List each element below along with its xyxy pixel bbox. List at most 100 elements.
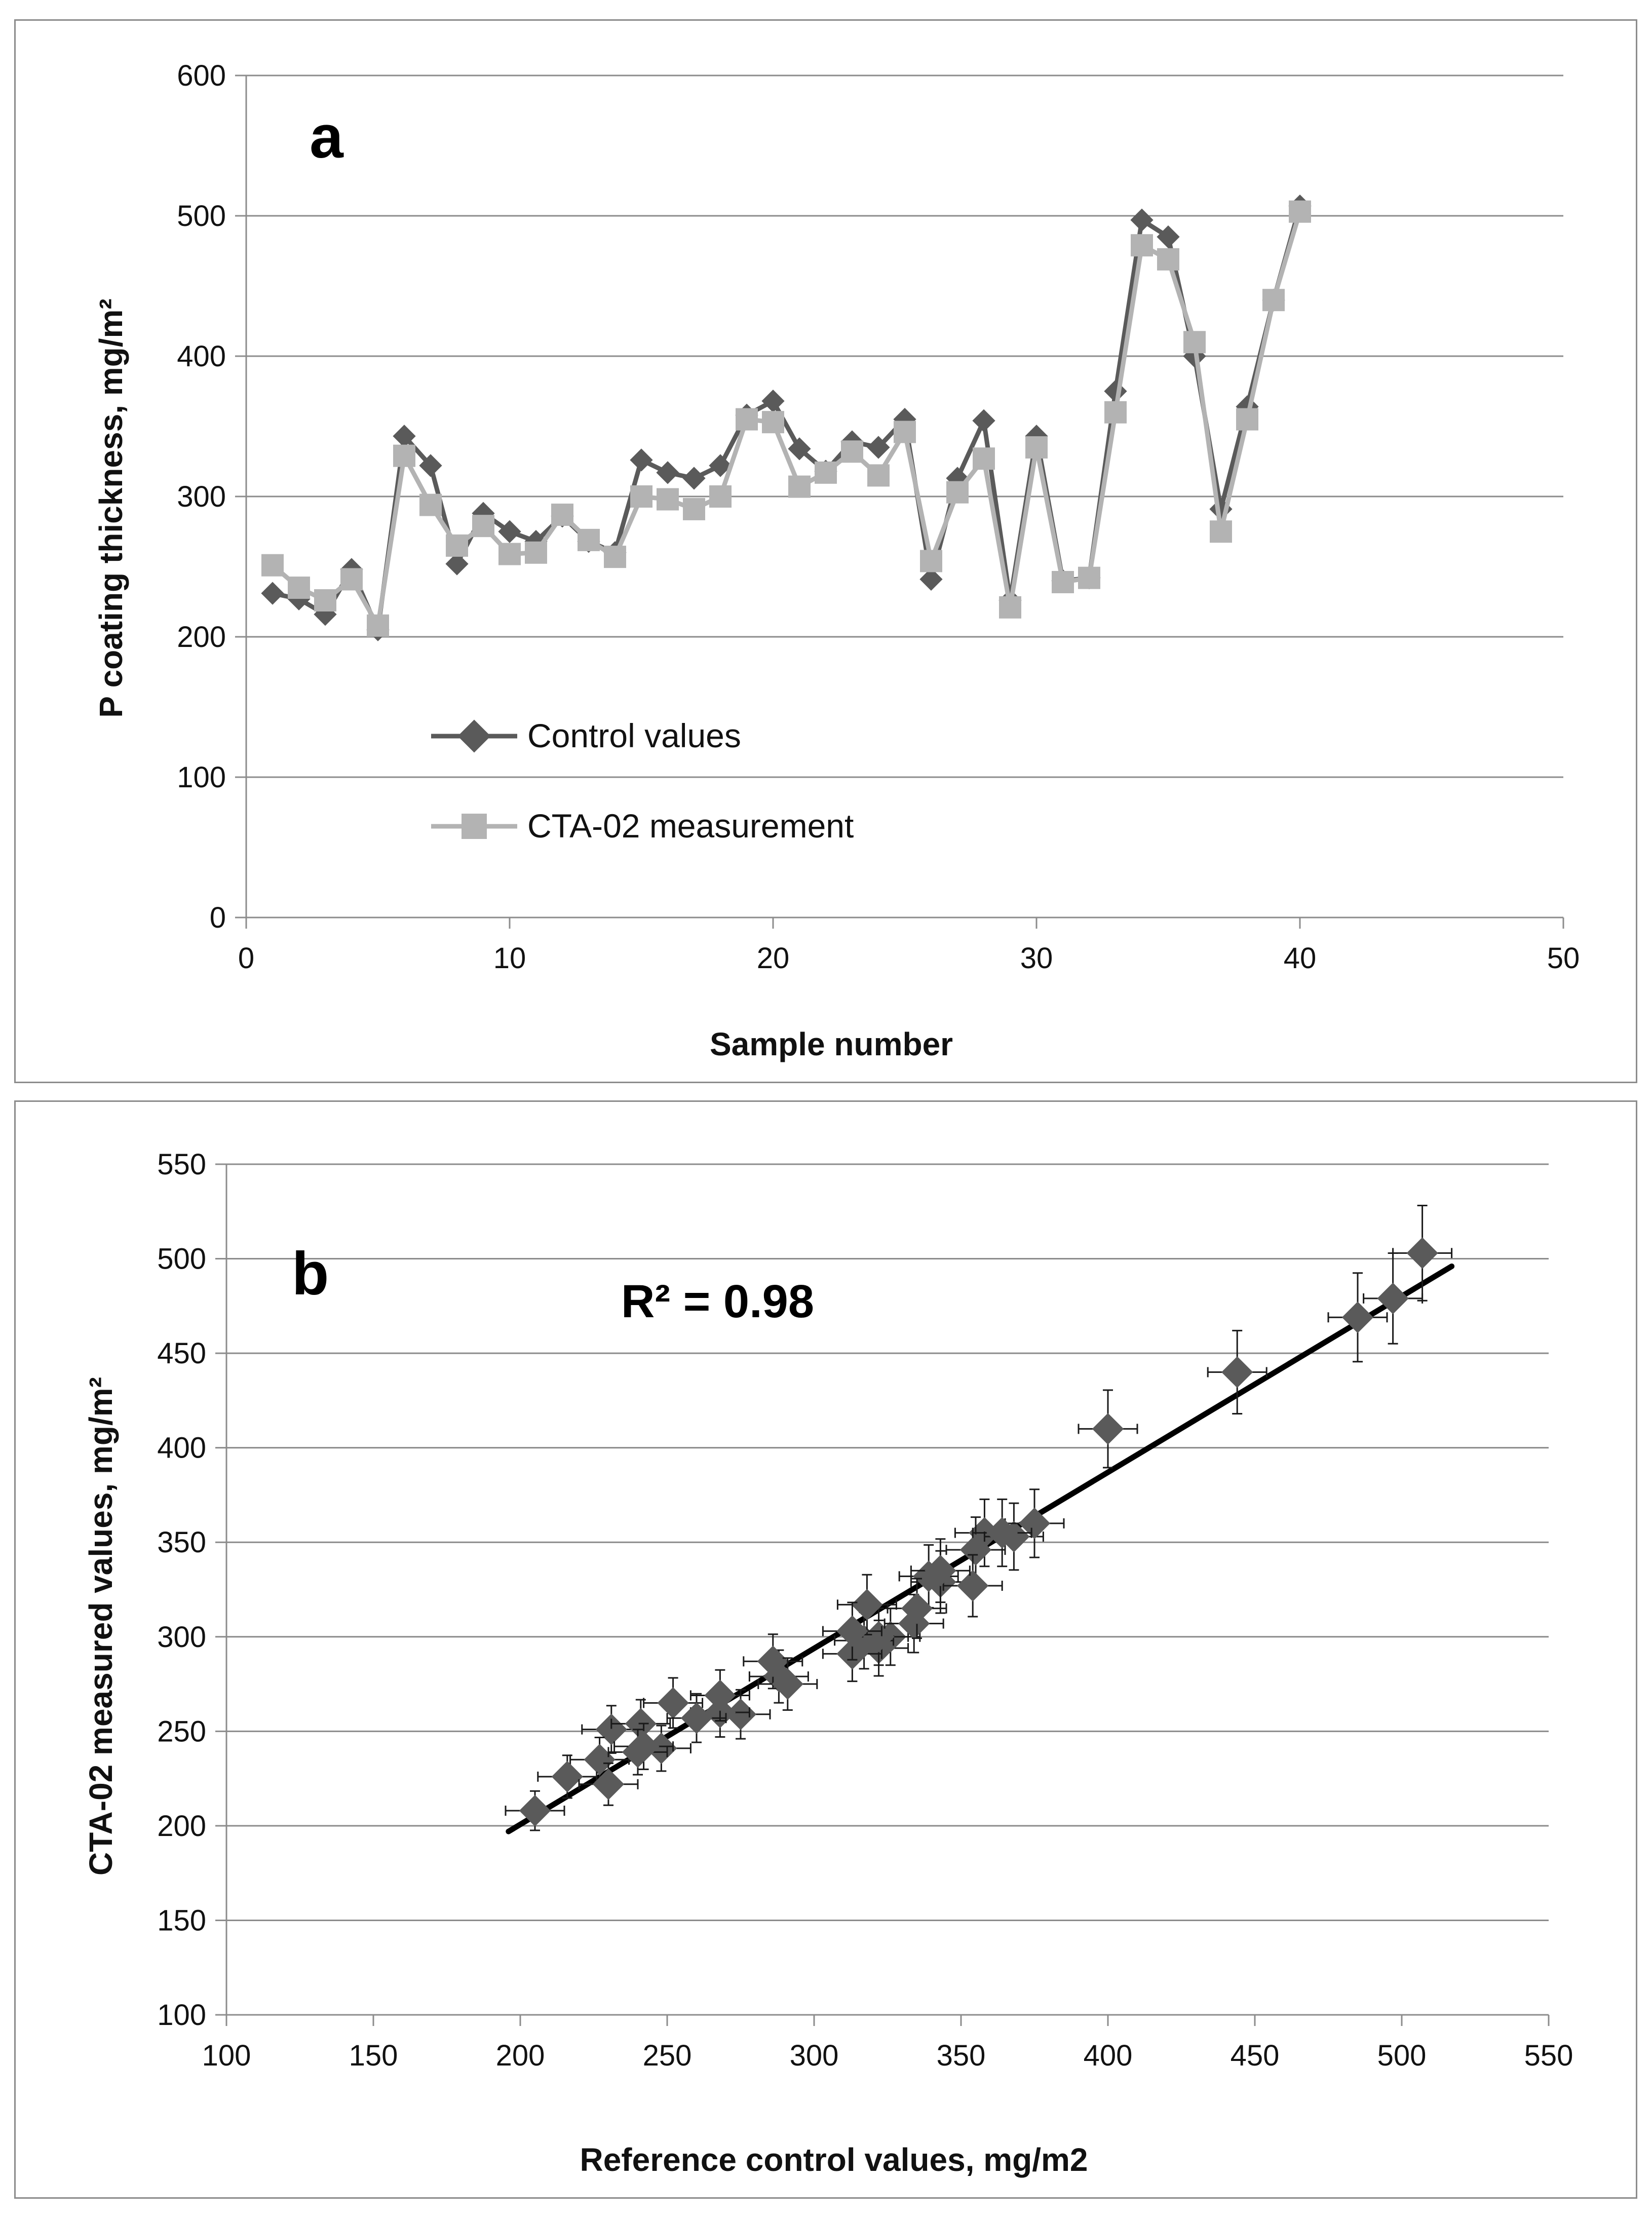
data-point-group bbox=[1363, 1252, 1424, 1345]
data-point-square bbox=[736, 408, 758, 431]
legend-marker-square bbox=[462, 814, 487, 839]
data-point-square bbox=[604, 546, 626, 568]
x-tick-label: 550 bbox=[1524, 2039, 1573, 2072]
data-point-group bbox=[757, 1657, 818, 1711]
data-point-square bbox=[630, 485, 652, 508]
x-tick-label: 0 bbox=[238, 942, 254, 975]
legend-label-control: Control values bbox=[527, 717, 741, 754]
data-point-group bbox=[1078, 1389, 1138, 1469]
data-point-square bbox=[261, 554, 284, 577]
series-cta-02-measurement bbox=[261, 200, 1311, 637]
data-point-square bbox=[578, 528, 600, 551]
y-tick-label: 200 bbox=[157, 1810, 206, 1843]
y-tick-label: 0 bbox=[210, 901, 226, 934]
y-tick-label: 600 bbox=[177, 59, 226, 92]
x-tick-labels: 0 10 20 30 40 50 bbox=[238, 942, 1580, 975]
data-point-group bbox=[1392, 1205, 1453, 1302]
data-point-diamond bbox=[867, 436, 890, 459]
series-control-values bbox=[261, 194, 1312, 641]
data-point-diamond bbox=[761, 390, 785, 413]
axes bbox=[235, 74, 1564, 929]
chart-panel-a: 0 100 200 300 400 500 600 0 10 20 30 40 50 a Sample… bbox=[14, 19, 1637, 1083]
y-tick-label: 150 bbox=[157, 1904, 206, 1937]
data-point-square bbox=[472, 515, 494, 538]
data-point-square bbox=[314, 589, 336, 611]
x-tick-label: 10 bbox=[493, 942, 526, 975]
data-point-diamond bbox=[656, 461, 679, 484]
data-point-square bbox=[288, 577, 310, 599]
data-point-square bbox=[498, 543, 521, 565]
data-point-diamond bbox=[972, 409, 995, 433]
data-point-group bbox=[689, 1669, 750, 1722]
data-point-square bbox=[1262, 289, 1285, 312]
y-tick-label: 350 bbox=[157, 1526, 206, 1559]
data-point-diamond bbox=[704, 1679, 736, 1711]
series-line bbox=[271, 211, 1302, 628]
data-point-diamond bbox=[445, 552, 469, 576]
data-point-square bbox=[867, 464, 890, 487]
data-point-group bbox=[537, 1754, 598, 1799]
y-tick-label: 500 bbox=[177, 200, 226, 233]
data-point-square bbox=[999, 596, 1021, 619]
data-point-diamond bbox=[919, 567, 943, 591]
y-tick-label: 450 bbox=[157, 1337, 206, 1370]
data-point-diamond bbox=[628, 1731, 660, 1763]
panel-label-a: a bbox=[310, 103, 344, 171]
y-tick-labels: 0 100 200 300 400 500 600 bbox=[177, 59, 226, 934]
data-point-square bbox=[788, 475, 811, 498]
y-tick-label: 300 bbox=[157, 1621, 206, 1654]
data-point-square bbox=[894, 420, 916, 443]
data-point-square bbox=[657, 488, 679, 511]
data-point-square bbox=[762, 411, 784, 434]
data-point-diamond bbox=[1092, 1413, 1124, 1445]
data-point-diamond bbox=[657, 1687, 689, 1719]
data-point-diamond bbox=[680, 1702, 713, 1734]
x-tick-label: 500 bbox=[1377, 2039, 1427, 2072]
data-point-group bbox=[1207, 1329, 1267, 1415]
data-point-diamond bbox=[419, 454, 442, 477]
y-tick-label: 550 bbox=[157, 1148, 206, 1181]
data-point-square bbox=[419, 493, 442, 516]
x-tick-label: 20 bbox=[757, 942, 790, 975]
data-point-square bbox=[1236, 408, 1258, 431]
y-tick-label: 250 bbox=[157, 1715, 206, 1748]
data-point-diamond bbox=[498, 520, 521, 543]
data-point-diamond bbox=[393, 425, 416, 448]
data-point-diamond bbox=[772, 1668, 803, 1700]
x-tick-label: 40 bbox=[1284, 942, 1317, 975]
x-tick-label: 250 bbox=[643, 2039, 692, 2072]
x-tick-label: 50 bbox=[1547, 942, 1580, 975]
r-squared-annotation: R² = 0.98 bbox=[621, 1276, 814, 1327]
axes bbox=[215, 1163, 1550, 2026]
x-tick-label: 150 bbox=[349, 2039, 398, 2072]
legend: Control values CTA-02 measurement bbox=[431, 717, 854, 845]
x-axis-title: Reference control values, mg/m2 bbox=[580, 2141, 1088, 2178]
x-tick-label: 100 bbox=[202, 2039, 251, 2072]
data-point-diamond bbox=[1157, 225, 1180, 249]
y-tick-labels: 100 150 200 250 300 350 400 450 500 550 bbox=[157, 1148, 206, 2032]
y-tick-label: 300 bbox=[177, 480, 226, 513]
data-point-square bbox=[815, 461, 837, 484]
y-tick-label: 400 bbox=[157, 1432, 206, 1465]
data-point-square bbox=[1025, 436, 1048, 459]
data-point-diamond bbox=[724, 1698, 757, 1730]
data-point-square bbox=[1157, 248, 1179, 271]
y-tick-label: 400 bbox=[177, 340, 226, 373]
y-tick-label: 100 bbox=[157, 1999, 206, 2032]
panel-label-b: b bbox=[292, 1240, 329, 1308]
data-point-diamond bbox=[1221, 1356, 1253, 1388]
scatter-chart-b: 100 150 200 250 300 350 400 450 500 550 100 150 200… bbox=[83, 1148, 1573, 2178]
y-tick-label: 200 bbox=[177, 621, 226, 654]
data-point-diamond bbox=[788, 437, 811, 461]
data-point-diamond bbox=[682, 467, 706, 490]
grid-lines bbox=[246, 74, 1563, 778]
x-tick-labels: 100 150 200 250 300 350 400 450 500 550 bbox=[202, 2039, 1573, 2072]
data-point-diamond bbox=[709, 454, 732, 477]
chart-panel-b: 100 150 200 250 300 350 400 450 500 550 100 150 200… bbox=[14, 1100, 1637, 2199]
data-point-group bbox=[910, 1538, 971, 1603]
x-axis-title: Sample number bbox=[710, 1026, 953, 1062]
series-line bbox=[272, 205, 1302, 632]
data-point-group bbox=[1327, 1272, 1388, 1363]
legend-marker-diamond bbox=[457, 719, 491, 753]
data-point-square bbox=[683, 498, 705, 520]
